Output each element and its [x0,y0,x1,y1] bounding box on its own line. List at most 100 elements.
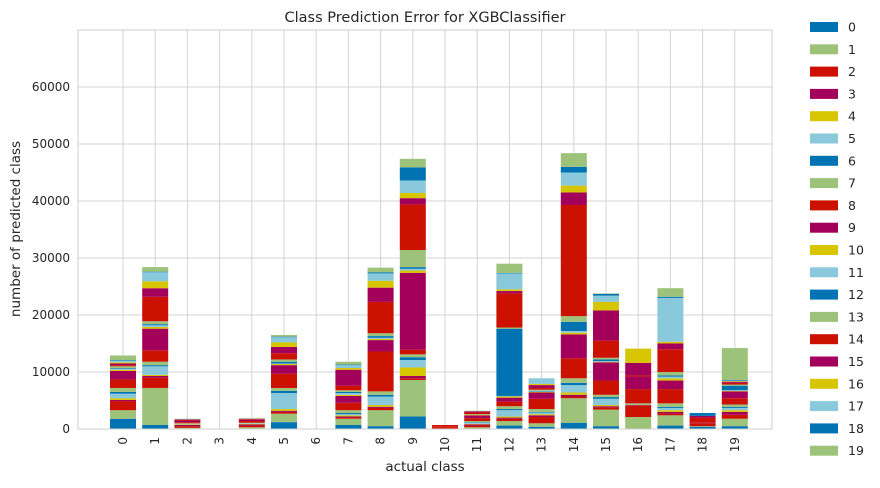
bar-segment [271,346,297,354]
bar-segment [399,268,426,271]
bar-segment [464,427,491,429]
bar-segment [657,413,684,416]
bar-segment [560,378,587,383]
bar-segment [335,395,362,403]
bar-segment [142,387,169,426]
bar-segment [496,421,523,426]
bar-segment [657,375,684,377]
bar-segment [625,376,652,390]
bar-segment [464,415,491,419]
bar-segment [625,389,652,404]
bar-segment [110,368,136,369]
bar-segment [657,288,684,297]
bar-segment [496,293,523,328]
y-tick-label: 40000 [32,194,70,208]
x-tick-label: 14 [567,437,581,452]
bar-segment [496,263,523,273]
bar-segment [657,343,684,350]
bar-segment [464,414,491,415]
bar-segment [721,381,748,383]
bar-segment [528,390,555,392]
bar-segment [335,418,362,426]
bar-segment [367,333,394,337]
bar-segment [496,327,523,329]
x-tick-label: 16 [631,437,645,452]
bar-segment [271,422,297,429]
bar-segment [335,368,362,370]
bar-segment [238,419,265,422]
legend-swatch [810,289,838,300]
bar-segment [721,414,748,419]
bar-segment [238,425,265,428]
bar-segment [271,409,297,411]
bar-segment [399,270,426,273]
legend-swatch [810,356,838,367]
bar-segment [689,413,716,416]
bar-segment [560,153,587,167]
bar-segment [335,414,362,416]
y-tick-label: 50000 [32,137,70,151]
legend-label: 5 [848,131,856,146]
bar-segment [335,390,362,392]
bar-segment [399,180,426,194]
bar-segment [110,366,136,369]
bar-segment [721,406,748,408]
legend-swatch [810,267,838,278]
bar-segment [110,360,136,363]
bar-segment [721,410,748,412]
bar-segment [142,366,169,375]
bar-segment [238,419,265,420]
bar-segment [657,297,684,342]
legend-swatch [810,401,838,412]
bar-segment [110,369,136,371]
bar-segment [335,416,362,418]
bar-segment [367,301,394,334]
bar-segment [271,353,297,360]
bar-segment [560,358,587,379]
bar-segment [142,374,169,376]
bar-segment [528,392,555,399]
bar-segment [721,382,748,385]
bar-segment [593,407,619,410]
x-tick-label: 7 [341,437,355,445]
bar-segment [142,288,169,297]
bar-segment [464,418,491,422]
bar-segment [496,328,523,396]
legend-swatch [810,88,838,99]
bar-segment [271,387,297,391]
bar-segment [593,397,619,399]
bar-segment [238,422,265,424]
bar-segment [593,380,619,395]
y-tick-label: 60000 [32,80,70,94]
bar-segment [110,398,136,400]
bar-segment [399,272,426,350]
bar-segment [142,377,169,388]
bar-segment [625,375,652,377]
bar-segment [721,411,748,415]
legend-label: 11 [848,265,864,280]
legend-label: 12 [848,287,864,302]
bar-segment [464,422,491,423]
legend-swatch [810,22,838,32]
bar-segment [689,415,716,418]
x-tick-label: 6 [309,437,323,445]
bar-segment [560,334,587,359]
bar-segment [238,423,265,425]
bar-segment [560,316,587,322]
bar-segment [689,417,716,423]
legend-label: 4 [848,109,856,124]
bar-segment [367,406,394,408]
bar-segment [560,332,587,335]
bar-segment [174,419,201,420]
legend-swatch [810,222,838,233]
bar-segment [721,418,748,427]
legend-swatch [810,445,838,456]
bar-segment [110,368,136,370]
bar-segment [271,336,297,338]
x-tick-label: 1 [148,437,162,445]
bar-segment [174,419,201,421]
bar-segment [657,389,684,404]
bar-segment [335,413,362,415]
bar-segment [271,410,297,412]
